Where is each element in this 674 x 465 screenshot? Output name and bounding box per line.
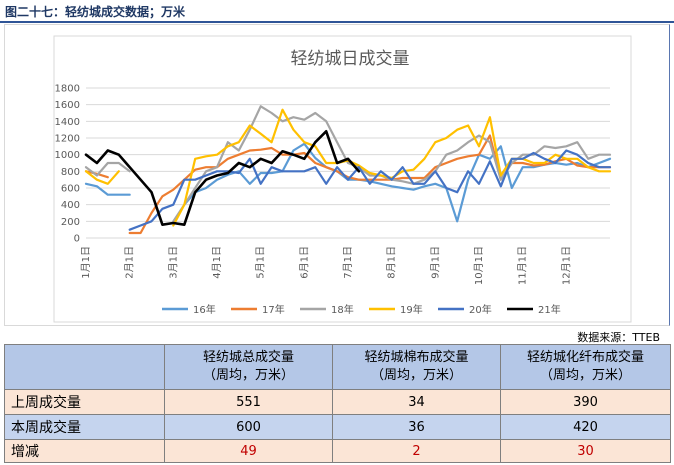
page-header: 图二十七：轻纺城成交数据；万米 (0, 0, 674, 23)
plot-panel (53, 35, 632, 323)
table-cell: 600 (164, 414, 333, 440)
table-header-synthetic: 轻纺城化纤布成交量 （周均，万米） (500, 344, 671, 390)
x-tick-label: 4月1日 (211, 246, 223, 279)
table-cell: 34 (332, 389, 501, 415)
header-total-line1: 轻纺城总成交量 (202, 350, 294, 365)
table-cell: 390 (500, 389, 671, 415)
y-tick-label: 1400 (55, 117, 80, 128)
table-cell: 420 (500, 414, 671, 440)
page-title: 图二十七：轻纺城成交数据；万米 (5, 5, 186, 19)
legend-label: 21年 (538, 303, 561, 316)
x-tick-label: 10月1日 (473, 246, 485, 285)
x-tick-label: 6月1日 (298, 246, 310, 279)
legend-label: 19年 (400, 303, 423, 316)
legend-label: 20年 (469, 303, 492, 316)
data-source-note: 数据来源：TTEB (577, 331, 660, 344)
table-row: 上周成交量 551 34 390 (4, 389, 671, 415)
y-tick-label: 800 (61, 167, 80, 178)
legend-label: 18年 (331, 303, 354, 316)
row-label: 本周成交量 (4, 414, 165, 440)
row-label: 上周成交量 (4, 389, 165, 415)
series-line-18年 (84, 105, 612, 223)
header-cotton-line1: 轻纺城棉布成交量 (364, 350, 469, 365)
series-line-21年 (84, 130, 361, 226)
x-tick-label: 1月1日 (80, 246, 92, 279)
y-tick-label: 200 (61, 217, 80, 228)
table-cell: 36 (332, 414, 501, 440)
table-header-cotton: 轻纺城棉布成交量 （周均，万米） (332, 344, 501, 390)
header-total-line2: （周均，万米） (202, 368, 294, 383)
x-tick-label: 12月1日 (560, 246, 572, 285)
y-tick-label: 600 (61, 184, 80, 195)
chart-frame (4, 24, 670, 326)
x-tick-label: 9月1日 (429, 246, 441, 279)
x-tick-label: 7月1日 (342, 246, 354, 279)
series-line-20年 (128, 149, 612, 231)
header-synthetic-line1: 轻纺城化纤布成交量 (526, 350, 644, 365)
table-header-total: 轻纺城总成交量 （周均，万米） (164, 344, 333, 390)
legend-label: 16年 (193, 303, 216, 316)
x-tick-label: 8月1日 (386, 246, 398, 279)
table-header-row: 轻纺城总成交量 （周均，万米） 轻纺城棉布成交量 （周均，万米） 轻纺城化纤布成… (4, 344, 671, 390)
line-chart: 轻纺城日成交量 0 200 400 600 800 1000 1200 1400 1600 1800… (53, 35, 632, 323)
chart-title: 轻纺城日成交量 (291, 49, 410, 69)
y-tick-label: 1200 (55, 134, 80, 145)
x-tick-label: 5月1日 (255, 246, 267, 279)
x-tick-label: 11月1日 (517, 246, 529, 285)
summary-table: 轻纺城总成交量 （周均，万米） 轻纺城棉布成交量 （周均，万米） 轻纺城化纤布成… (4, 344, 671, 463)
table-row: 增减 49 2 30 (4, 439, 671, 463)
header-synthetic-line2: （周均，万米） (539, 368, 631, 383)
y-tick-label: 1000 (55, 150, 80, 161)
table-cell-change: 2 (332, 439, 501, 463)
table-cell: 551 (164, 389, 333, 415)
series-line-19年 (84, 108, 612, 227)
table-header-blank (4, 344, 165, 390)
header-cotton-line2: （周均，万米） (370, 368, 462, 383)
table-row: 本周成交量 600 36 420 (4, 414, 671, 440)
series-line-17年 (84, 134, 612, 235)
row-label: 增减 (4, 439, 165, 463)
y-tick-label: 1800 (55, 84, 80, 95)
table-cell-change: 49 (164, 439, 333, 463)
header-divider (0, 21, 674, 23)
table-cell-change: 30 (500, 439, 671, 463)
x-tick-label: 2月1日 (124, 246, 136, 279)
legend-label: 17年 (262, 303, 285, 316)
y-tick-label: 0 (74, 234, 80, 245)
y-tick-label: 400 (61, 200, 80, 211)
y-tick-label: 1600 (55, 100, 80, 111)
x-tick-label: 3月1日 (167, 246, 179, 279)
